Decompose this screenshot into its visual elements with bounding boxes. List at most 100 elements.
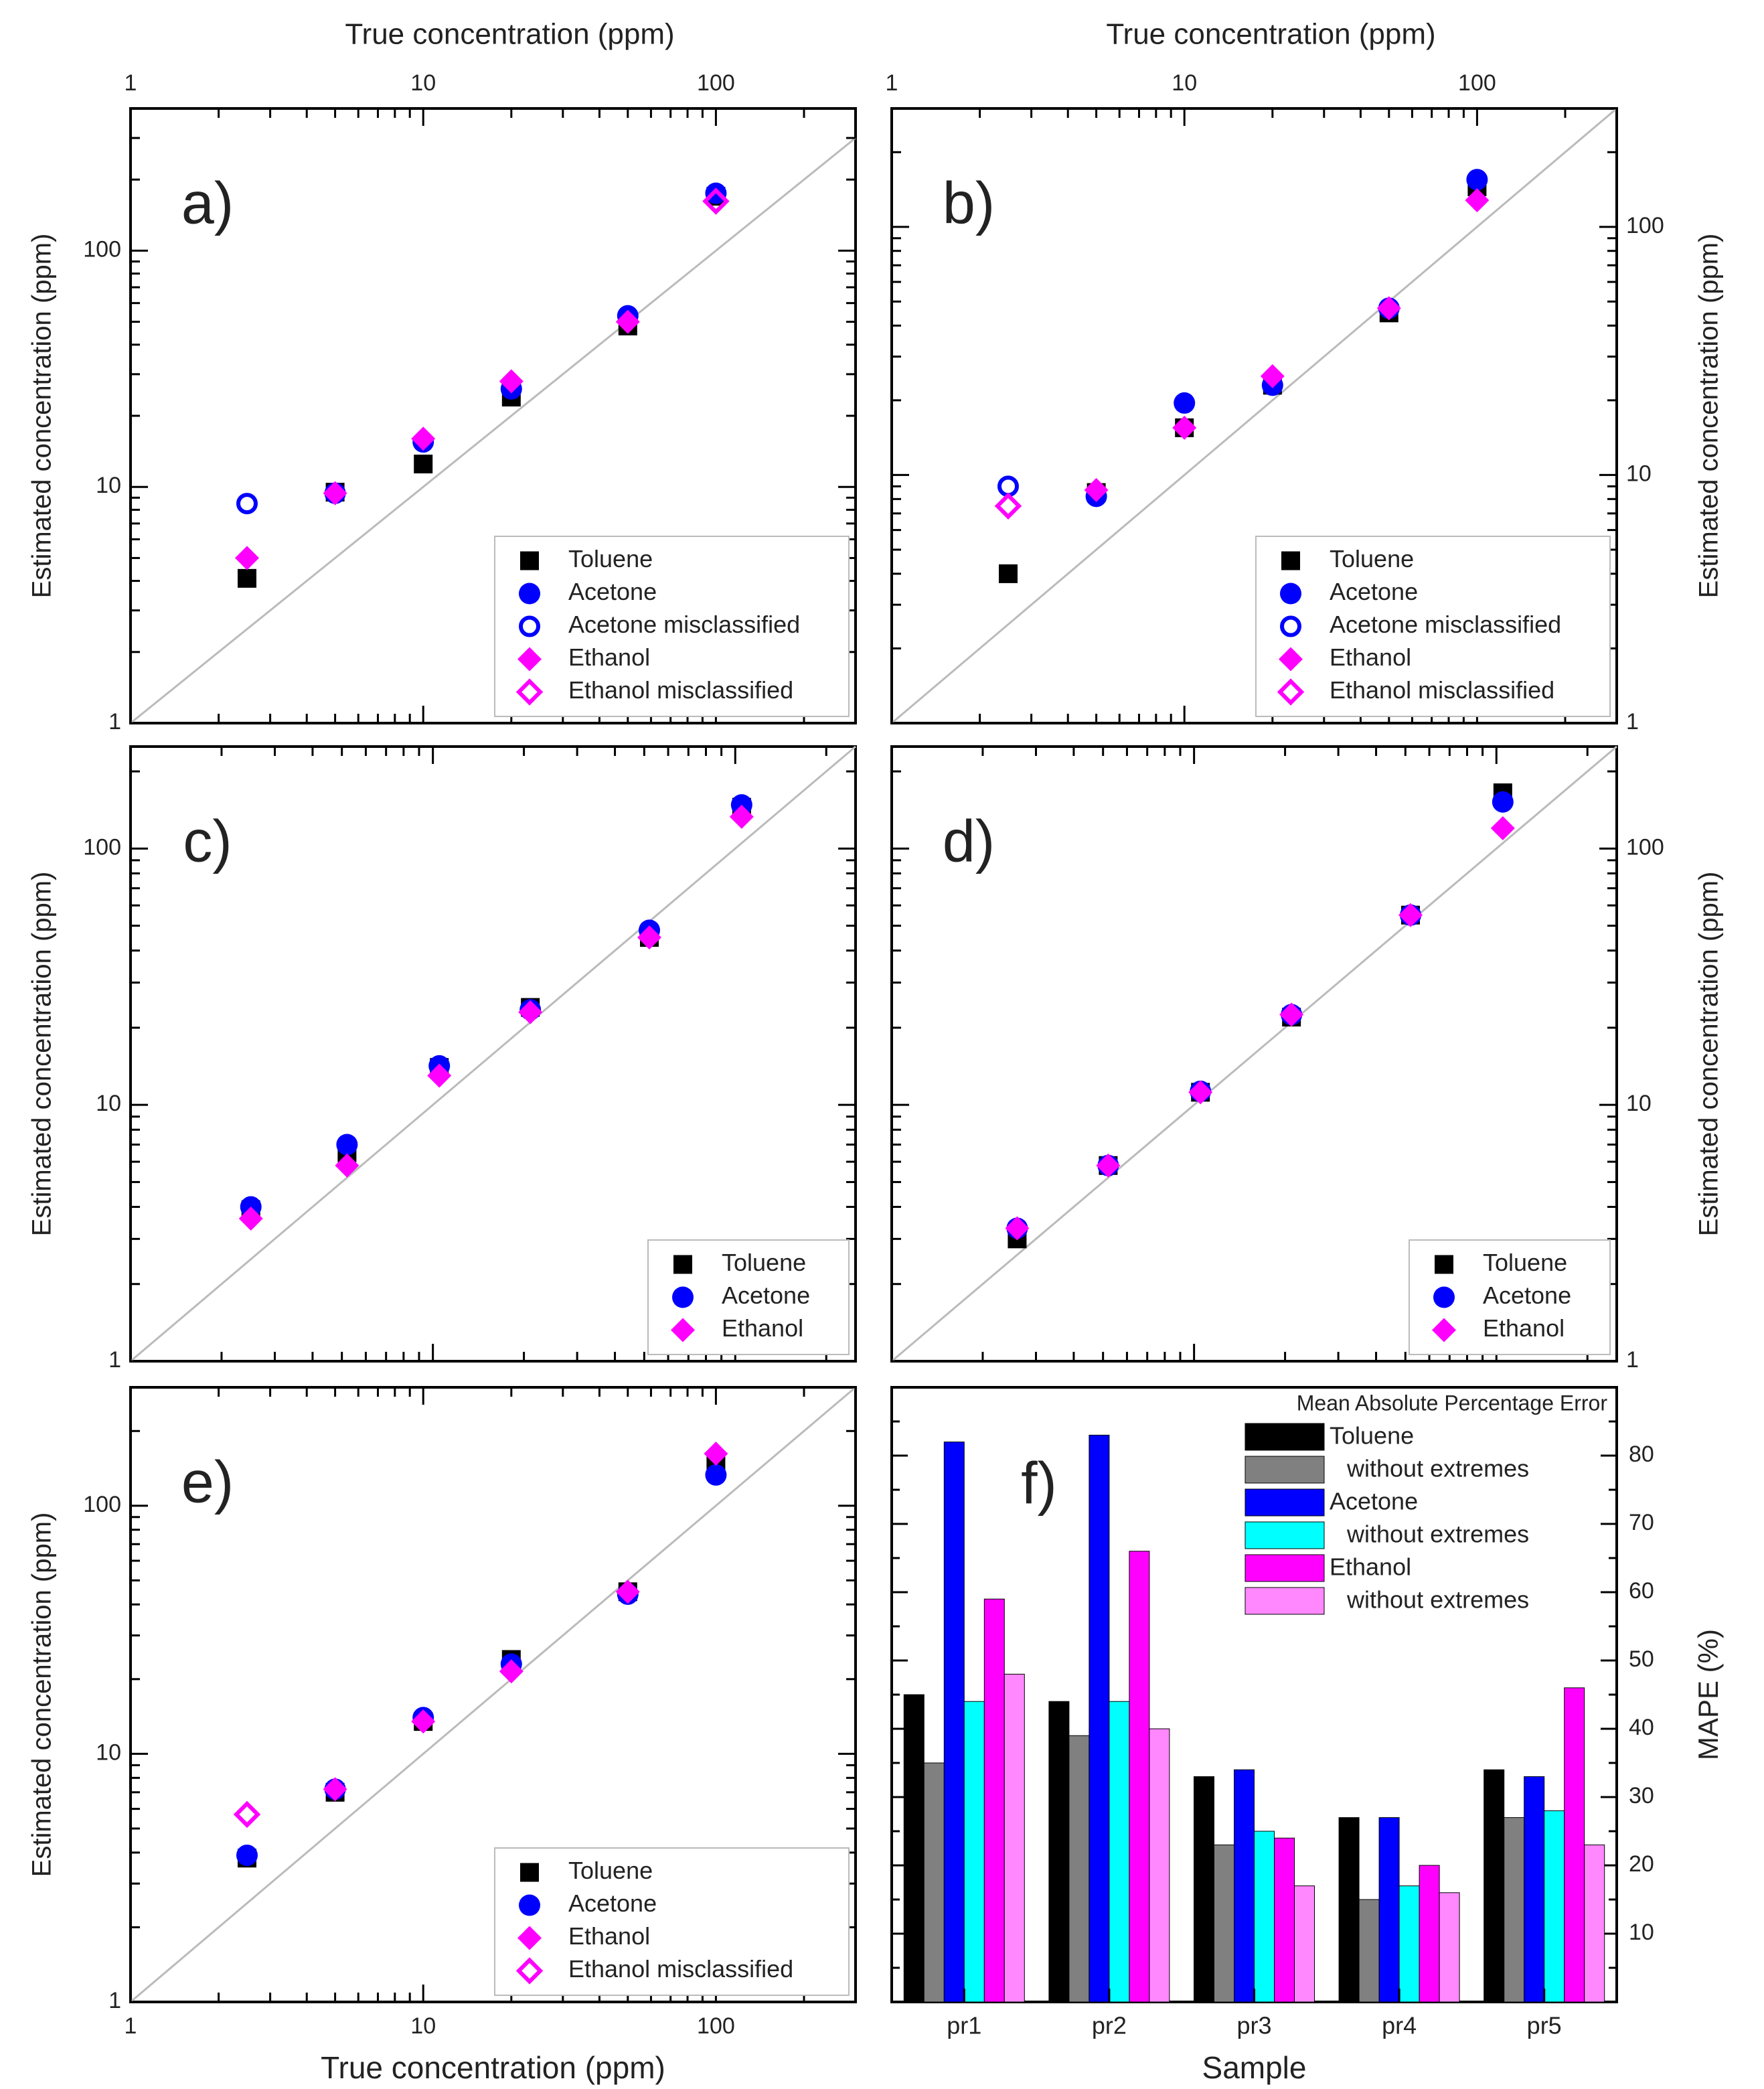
y-tick-label: 100: [83, 1492, 121, 1517]
legend-marker: [1433, 1286, 1455, 1308]
legend-label: Ethanol: [722, 1314, 803, 1342]
legend-label: Acetone misclassified: [568, 611, 800, 638]
data-point-toluene: [998, 564, 1018, 583]
legend-marker: [519, 583, 540, 605]
bar-pr1: [923, 1762, 945, 2003]
y-tick-label: 1: [1626, 1347, 1639, 1373]
data-point-ethanol: [615, 1579, 640, 1604]
data-point-ethanol: [238, 1207, 263, 1231]
y-tick-label: 80: [1629, 1442, 1654, 1467]
legend-label: Ethanol: [568, 643, 650, 671]
bar-pr1: [983, 1598, 1005, 2003]
data-point-acetone: [1492, 791, 1514, 813]
data-point-ethanol: [499, 1659, 524, 1684]
legend-marker: [517, 1926, 542, 1950]
data-point-acetone: [1466, 169, 1488, 191]
panel-label: b): [943, 169, 995, 236]
bar-pr4: [1358, 1899, 1380, 2003]
x-tick-label: pr3: [1236, 2012, 1271, 2039]
panel-label: d): [943, 807, 995, 874]
legend-swatch: [1245, 1587, 1325, 1615]
panel-d: Toluene Acetone Ethanol: [890, 745, 1618, 1363]
legend-label: Ethanol: [1330, 1553, 1411, 1581]
data-point-toluene: [414, 455, 433, 474]
panel-a: Toluene Acetone Acetone misclassified Ethan…: [129, 107, 857, 724]
data-point-ethanol: [1172, 415, 1197, 440]
legend-label: Toluene: [722, 1249, 806, 1276]
y-tick-label: 70: [1629, 1510, 1654, 1535]
bar-pr3: [1254, 1831, 1275, 2003]
data-point-ethanol: [1279, 1002, 1304, 1027]
legend-label: Toluene: [1483, 1249, 1567, 1276]
data-point-ethanol: [499, 369, 524, 394]
legend-label: Ethanol misclassified: [568, 1955, 793, 1983]
legend: Toluene Acetone Ethanol Ethanol misclassifi…: [494, 1847, 850, 1996]
legend-marker: [520, 551, 539, 570]
y-tick-label: 10: [96, 1739, 121, 1765]
data-point-acetone: [336, 1134, 358, 1156]
legend-marker: [519, 615, 540, 637]
data-point-ethanol: [335, 1153, 359, 1178]
bar-pr3: [1234, 1769, 1255, 2003]
bar-pr5: [1584, 1844, 1605, 2003]
y-tick-label: 100: [1626, 834, 1664, 860]
legend-marker: [1435, 1255, 1453, 1274]
y-tick-label: 50: [1629, 1646, 1654, 1672]
panel-c: Toluene Acetone Ethanol: [129, 745, 857, 1363]
legend-label: Acetone: [722, 1282, 810, 1309]
bar-pr2: [1089, 1434, 1110, 2003]
x-tick-label: pr1: [947, 2012, 981, 2039]
bar-pr2: [1129, 1551, 1150, 2003]
plot-frame: [129, 745, 857, 1363]
top-axis-label: True concentration (ppm): [1106, 18, 1435, 51]
legend-frame: [494, 1847, 850, 1996]
legend-label: Acetone: [1483, 1282, 1571, 1309]
panel-label: c): [183, 807, 232, 874]
legend-swatch: [1245, 1488, 1325, 1517]
bar-pr4: [1439, 1892, 1460, 2003]
legend-label: without extremes: [1346, 1521, 1529, 1548]
top-axis-label: True concentration (ppm): [345, 18, 674, 51]
legend-marker: [515, 678, 544, 706]
panel-f: [890, 1386, 1618, 2003]
panel-e: Toluene Acetone Ethanol Ethanol misclassifi…: [129, 1386, 857, 2003]
chart-title: Mean Absolute Percentage Error: [1297, 1391, 1608, 1415]
y-tick-label: 100: [1626, 213, 1664, 238]
legend-swatch: [1245, 1423, 1325, 1451]
x-tick-label: 1: [125, 2013, 137, 2039]
data-point-ethanol: [1188, 1080, 1213, 1105]
data-point-acetone-misclassified: [997, 475, 1019, 497]
y-tick-label: 1: [108, 1347, 121, 1373]
bar-pr3: [1194, 1776, 1214, 2003]
identity-line: [130, 745, 856, 1363]
y-axis-label: Estimated concentration (ppm): [27, 234, 57, 599]
data-point-ethanol: [1398, 903, 1423, 927]
legend-marker: [519, 1894, 540, 1916]
legend-marker: [1281, 551, 1300, 570]
legend-marker: [671, 1318, 695, 1342]
bar-pr4: [1338, 1817, 1360, 2003]
y-axis-label: Estimated concentration (ppm): [1694, 872, 1724, 1237]
legend-marker: [1280, 615, 1301, 637]
data-point-ethanol: [234, 546, 259, 570]
data-point-ethanol: [323, 1777, 347, 1802]
data-point-ethanol: [518, 1000, 543, 1024]
legend-label: Acetone: [568, 1889, 657, 1917]
identity-line: [130, 1386, 856, 2003]
legend-label: without extremes: [1346, 1455, 1529, 1482]
legend-marker: [1280, 583, 1301, 605]
y-tick-label: 10: [1629, 1920, 1654, 1945]
legend-marker: [1432, 1318, 1456, 1342]
x-tick-label: pr2: [1092, 2012, 1127, 2039]
identity-line: [130, 137, 856, 724]
legend-label: Ethanol: [1330, 643, 1411, 671]
y-tick-label: 60: [1629, 1578, 1654, 1604]
data-point-ethanol: [637, 925, 662, 950]
bar-pr2: [1149, 1728, 1170, 2003]
bar-pr4: [1398, 1885, 1420, 2003]
legend-label: Acetone: [568, 578, 657, 605]
data-point-acetone-misclassified: [236, 493, 258, 515]
data-point-acetone: [236, 1844, 258, 1866]
